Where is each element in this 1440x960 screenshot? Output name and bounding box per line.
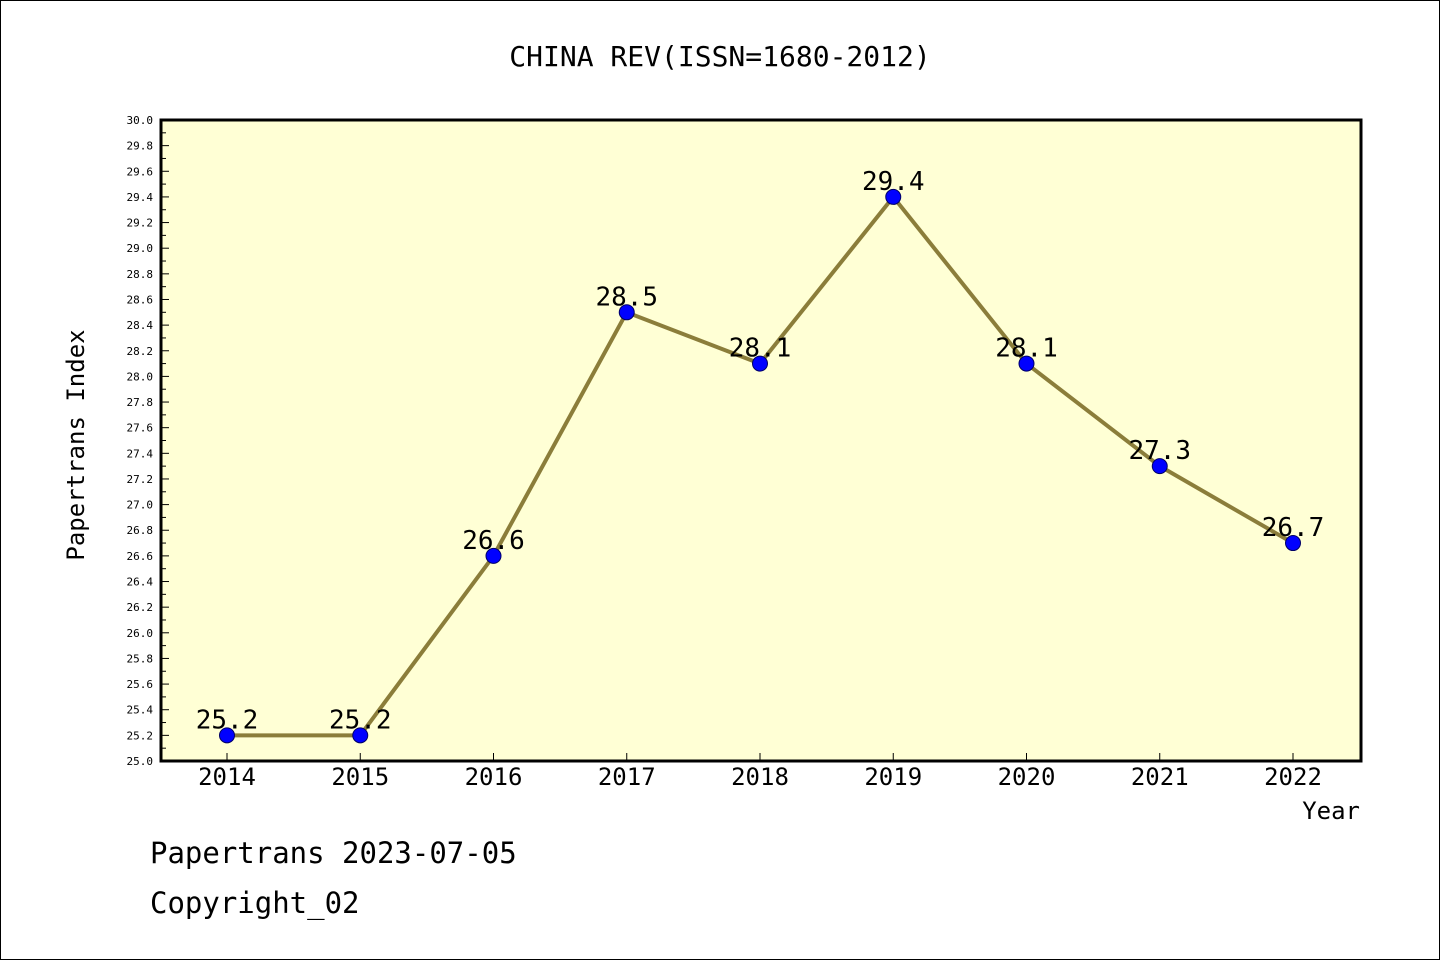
x-tick-label: 2020 [998,763,1056,791]
data-point [1018,355,1035,372]
x-tick-label: 2019 [864,763,922,791]
data-label: 25.2 [196,705,259,735]
y-tick-label: 29.8 [127,140,154,153]
data-label: 26.7 [1262,513,1325,543]
chart-title: CHINA REV(ISSN=1680-2012) [509,40,930,73]
data-label: 26.6 [462,526,525,556]
plot-area [161,120,1361,761]
x-tick-label: 2014 [198,763,256,791]
x-tick-label: 2017 [598,763,656,791]
data-point [618,304,635,321]
data-point [1151,458,1168,475]
y-tick-label: 28.8 [127,268,154,281]
data-label: 28.5 [595,282,658,312]
y-tick-label: 27.4 [127,447,154,460]
data-label: 28.1 [729,334,792,364]
y-tick-label: 27.0 [127,499,154,512]
data-label: 29.4 [862,167,925,197]
y-tick-label: 27.2 [127,473,154,486]
data-point [752,355,768,372]
y-tick-label: 27.8 [127,396,154,409]
data-label: 27.3 [1128,436,1191,466]
y-tick-label: 29.2 [127,217,154,230]
y-tick-label: 26.2 [127,601,154,614]
y-axis-ticks: 25.0 25.2 25.4 25.6 25.8 26.0 26.2 26.4 26.6 26.8… [127,114,169,768]
y-tick-label: 27.6 [127,422,154,435]
footer-copyright: Copyright_02 [150,886,360,921]
data-point [485,547,502,564]
x-tick-label: 2018 [731,763,789,791]
y-tick-label: 28.4 [127,319,154,332]
data-label: 25.2 [329,705,392,735]
y-tick-label: 29.6 [127,165,154,178]
y-tick-label: 26.8 [127,524,154,537]
y-tick-label: 26.4 [127,576,154,589]
data-point [885,188,902,205]
y-tick-label: 25.2 [127,729,154,742]
y-tick-label: 29.0 [127,242,154,255]
x-axis-ticks: 2014 2015 2016 2017 2018 2019 2020 2021 2022 [198,753,1322,791]
footer-date: Papertrans 2023-07-05 [150,836,517,870]
data-point [1285,535,1301,552]
y-tick-label: 25.0 [127,755,154,768]
y-tick-label: 25.6 [127,678,154,691]
data-labels: 25.2 25.2 26.6 28.5 28.1 29.4 28.1 27.3 26.7 [196,167,1325,735]
x-tick-label: 2021 [1131,763,1189,791]
data-point [219,727,235,744]
x-axis-title: Year [1302,797,1360,825]
data-label: 28.1 [995,334,1058,364]
y-tick-label: 30.0 [127,114,154,127]
y-tick-label: 28.6 [127,293,154,306]
y-tick-label: 26.6 [127,550,154,563]
y-axis-title: Papertrans Index [62,329,90,560]
series-layer [219,188,1301,744]
x-tick-label: 2016 [465,763,523,791]
x-tick-label: 2015 [331,763,389,791]
y-tick-label: 25.4 [127,704,154,717]
y-tick-label: 26.0 [127,627,154,640]
plot-frame [159,118,1363,763]
y-tick-label: 28.0 [127,370,154,383]
y-tick-label: 25.8 [127,652,154,665]
y-tick-label: 28.2 [127,345,154,358]
x-tick-label: 2022 [1264,763,1322,791]
data-point [352,727,369,744]
y-tick-label: 29.4 [127,191,154,204]
